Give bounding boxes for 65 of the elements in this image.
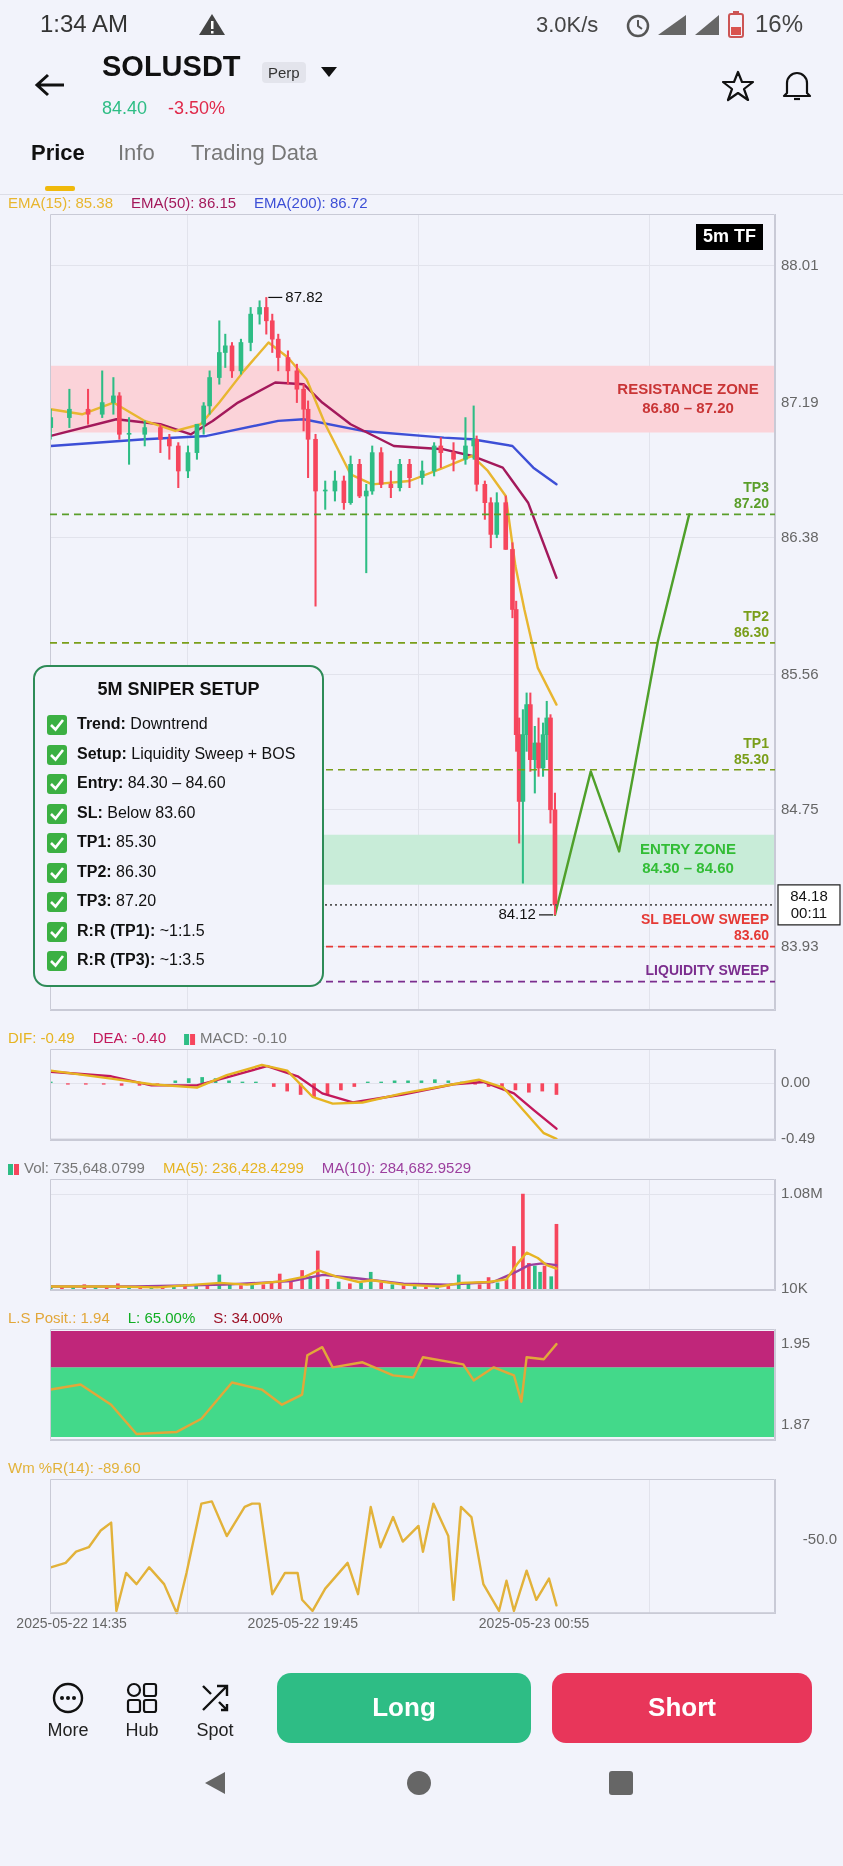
annotation: Trend: Downtrend bbox=[77, 715, 208, 732]
text: MA(10): 284,682.9529 bbox=[321, 1158, 472, 1176]
ref-line-label: TP3 87.20 bbox=[733, 479, 770, 512]
text: 5M SNIPER SETUP bbox=[96, 679, 261, 700]
band-label: ENTRY ZONE 84.30 – 84.60 bbox=[640, 840, 736, 877]
legend-label: Vol: 735,648.0799 bbox=[24, 1158, 145, 1176]
y-tick-label: 1.95 bbox=[781, 1334, 811, 1352]
annotation: Setup: Liquidity Sweep + BOS bbox=[77, 744, 296, 762]
x-tick-label: 2025-05-22 19:45 bbox=[247, 1615, 359, 1632]
text: 84.40 bbox=[102, 98, 148, 119]
y-tick-label: 1.87 bbox=[781, 1415, 811, 1432]
x-tick-label: 2025-05-22 14:35 bbox=[16, 1615, 128, 1632]
band-label: RESISTANCE ZONE 86.80 – 87.20 bbox=[617, 379, 759, 416]
long-button: Long bbox=[277, 1673, 531, 1743]
text: MA(5): 236,428.4299 bbox=[162, 1158, 304, 1176]
annotation: R:R (TP3): ~1:3.5 bbox=[77, 951, 205, 968]
annotation: 5m TF bbox=[702, 225, 756, 246]
y-tick-label: 83.93 bbox=[781, 936, 819, 954]
text: EMA(50): 86.15 bbox=[131, 193, 237, 211]
ref-line-label: LIQUIDITY SWEEP bbox=[645, 962, 769, 979]
text: Trading Data bbox=[191, 140, 318, 166]
series-label: DEA: -0.40 bbox=[92, 1028, 167, 1046]
text: More bbox=[46, 1720, 90, 1741]
annotation: TP1: 85.30 bbox=[77, 833, 157, 850]
annotation: 84.12 bbox=[498, 905, 536, 923]
text: L.S Posit.: 1.94 bbox=[8, 1308, 110, 1326]
ref-line-label: TP1 85.30 bbox=[733, 734, 770, 767]
band-label: S: 34.00% bbox=[213, 1308, 283, 1326]
y-tick-label: 0.00 bbox=[781, 1073, 811, 1091]
annotation: R:R (TP1): ~1:1.5 bbox=[77, 921, 205, 939]
text: EMA(200): 86.72 bbox=[254, 193, 368, 211]
text: Hub bbox=[124, 1720, 160, 1741]
x-tick-label: 2025-05-23 00:55 bbox=[478, 1615, 590, 1632]
text: 3.0K/s bbox=[536, 12, 599, 38]
annotation: TP3: 87.20 bbox=[77, 892, 157, 909]
text: Price bbox=[31, 140, 85, 166]
y-tick-label: -0.49 bbox=[781, 1129, 816, 1146]
band-label: L: 65.00% bbox=[127, 1308, 196, 1326]
short-button: Short bbox=[552, 1673, 812, 1743]
ref-line-label: 84.18 00:11 bbox=[790, 886, 828, 921]
text: -3.50% bbox=[168, 98, 226, 119]
legend-label: MACD: -0.10 bbox=[200, 1028, 287, 1046]
annotation: Entry: 84.30 – 84.60 bbox=[77, 774, 226, 791]
annotation: 87.82 bbox=[285, 287, 323, 305]
text: 1:34 AM bbox=[40, 10, 129, 38]
y-tick-label: 1.08M bbox=[781, 1184, 823, 1202]
ref-line-label: SL BELOW SWEEP 83.60 bbox=[640, 911, 770, 944]
text: Perp bbox=[262, 62, 306, 83]
annotation: TP2: 86.30 bbox=[77, 862, 157, 880]
text: Info bbox=[118, 140, 155, 166]
ref-line-label: TP2 86.30 bbox=[733, 607, 770, 640]
annotation: SL: Below 83.60 bbox=[77, 803, 196, 821]
text: SOLUSDT bbox=[102, 50, 241, 83]
text: Wm %R(14): -89.60 bbox=[8, 1458, 141, 1476]
y-tick-label: 86.38 bbox=[781, 527, 819, 545]
text: Spot bbox=[195, 1720, 235, 1741]
y-tick-label: 88.01 bbox=[781, 255, 819, 273]
text: -50.0 bbox=[802, 1529, 837, 1547]
text: EMA(15): 85.38 bbox=[8, 193, 114, 211]
y-tick-label: 87.19 bbox=[781, 392, 819, 410]
y-tick-label: 84.75 bbox=[781, 799, 819, 817]
text: 16% bbox=[755, 10, 804, 38]
series-label: DIF: -0.49 bbox=[8, 1028, 75, 1046]
y-tick-label: 85.56 bbox=[781, 664, 819, 682]
y-tick-label: 10K bbox=[781, 1279, 808, 1297]
